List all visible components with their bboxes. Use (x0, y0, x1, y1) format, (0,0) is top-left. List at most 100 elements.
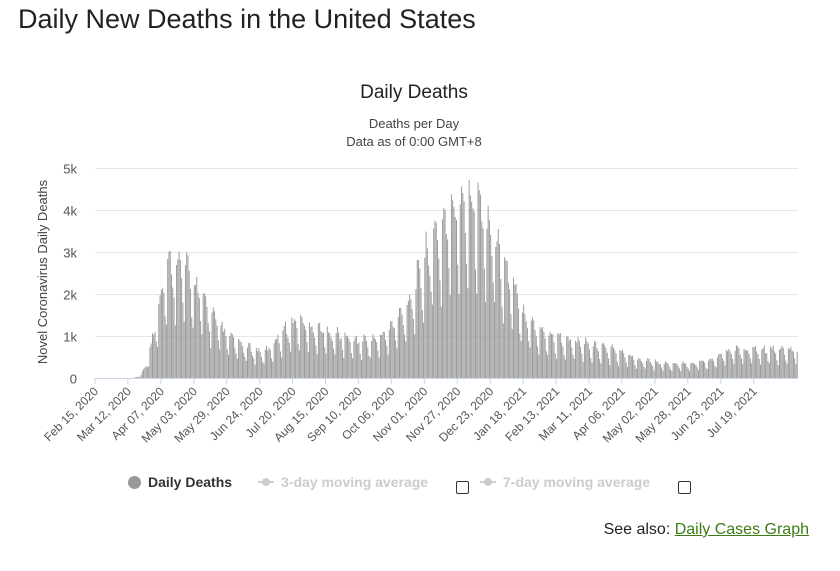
line-marker-icon (258, 477, 274, 487)
bar (515, 284, 517, 378)
bar (599, 359, 601, 378)
bar (462, 193, 464, 378)
chart-subtitle-line1: Deaths per Day (369, 116, 460, 131)
bar (697, 370, 699, 378)
bar (290, 351, 292, 378)
bar (407, 301, 409, 378)
bar (421, 309, 423, 378)
bar (511, 329, 513, 378)
y-axis-label: Novel Coronavirus Daily Deaths (35, 179, 50, 364)
bar (353, 341, 355, 378)
7day-average-checkbox[interactable] (678, 481, 691, 494)
bar (339, 339, 341, 378)
bar (138, 376, 140, 378)
bar (639, 358, 641, 378)
bar (505, 259, 507, 378)
bar (426, 248, 428, 378)
bar (523, 304, 525, 378)
bar (678, 368, 680, 378)
bar (728, 348, 730, 378)
legend-label-7day-average: 7-day moving average (503, 474, 651, 490)
bar (738, 348, 740, 378)
bar (437, 240, 438, 378)
bar (614, 350, 616, 378)
bar (282, 330, 284, 378)
bar (316, 354, 318, 378)
bar (236, 358, 238, 378)
bar (196, 276, 198, 378)
bar (176, 264, 178, 378)
bar (473, 211, 475, 378)
bar (482, 228, 484, 378)
bar (552, 334, 554, 378)
bar (419, 268, 421, 378)
bar (686, 366, 688, 378)
bar (566, 336, 568, 378)
bar (725, 349, 727, 378)
bar (689, 371, 691, 378)
x-tick-marks (94, 378, 755, 384)
bar (374, 339, 376, 378)
bar (525, 321, 527, 378)
bar (743, 348, 745, 378)
bar (385, 339, 387, 378)
bar (255, 347, 257, 378)
bar (391, 321, 393, 378)
3day-average-checkbox[interactable] (456, 481, 469, 494)
legend-item-daily-deaths[interactable]: Daily Deaths (128, 474, 232, 490)
bar (549, 331, 551, 378)
bar (447, 239, 449, 378)
bar (144, 367, 146, 378)
bar (577, 337, 579, 378)
bar (661, 367, 663, 378)
bar (633, 359, 635, 378)
bar (659, 363, 661, 378)
bar (796, 351, 798, 378)
bar (608, 358, 609, 378)
bar (202, 293, 204, 378)
bar (625, 362, 627, 378)
bar (435, 222, 437, 378)
bar (301, 317, 303, 378)
bar (372, 334, 374, 378)
bar (628, 355, 630, 378)
bar (393, 328, 395, 378)
bar (792, 351, 794, 378)
bar (140, 374, 142, 378)
bar (179, 259, 181, 378)
bar (500, 278, 502, 378)
bar (368, 355, 370, 378)
bar (409, 294, 411, 378)
see-also: See also: Daily Cases Graph (604, 521, 809, 539)
bar (349, 342, 351, 378)
legend-item-7day-average[interactable]: 7-day moving average (480, 474, 650, 490)
bar (763, 345, 765, 378)
bar (567, 336, 569, 378)
bar (444, 210, 446, 378)
bar (172, 287, 174, 378)
bar (146, 366, 148, 378)
bar (443, 208, 445, 378)
bar (259, 351, 261, 378)
bar (245, 360, 247, 378)
bar (239, 340, 241, 378)
bar (653, 370, 655, 378)
bar (773, 351, 775, 378)
legend-item-3day-average[interactable]: 3-day moving average (258, 474, 428, 490)
bar (315, 345, 317, 378)
bar (609, 364, 611, 378)
page-heading: Daily New Deaths in the United States (18, 4, 476, 34)
bar (578, 340, 580, 378)
bar (173, 297, 175, 378)
daily-cases-graph-link[interactable]: Daily Cases Graph (674, 521, 809, 538)
bar (266, 345, 267, 378)
bar (690, 363, 692, 378)
bar (469, 195, 471, 378)
bar (283, 325, 285, 378)
bar (600, 363, 602, 378)
bar (781, 345, 783, 378)
bar (298, 350, 300, 378)
bar (193, 285, 195, 378)
bar (675, 363, 677, 378)
bar (734, 350, 736, 378)
